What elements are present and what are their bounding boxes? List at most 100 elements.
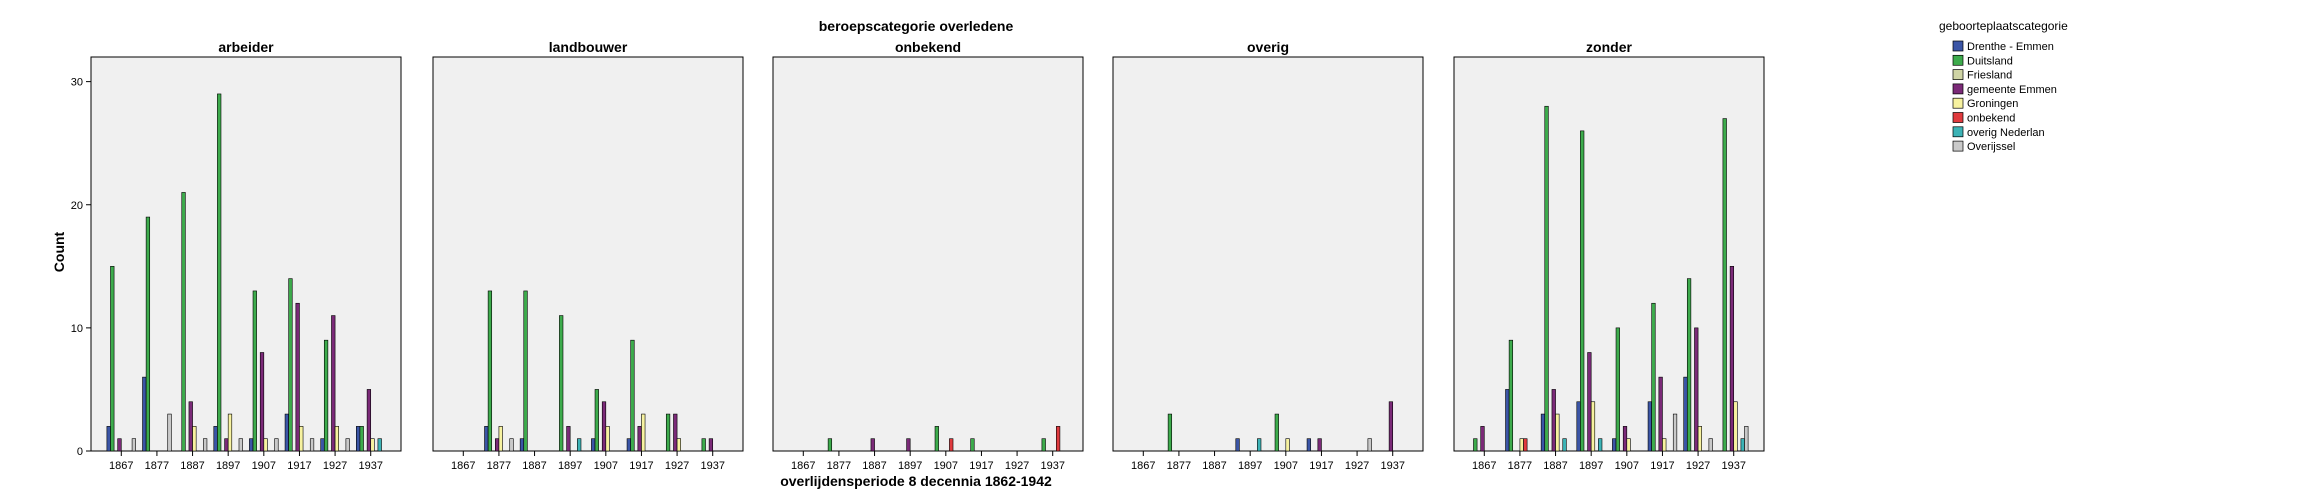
- legend-label: Friesland: [1967, 70, 2012, 82]
- bar-landbouwer-1917-Groningen: [641, 413, 646, 452]
- bar-zonder-1897-overig-Nederlan: [1598, 438, 1603, 452]
- bar-arbeider-1937-Groningen: [370, 438, 375, 452]
- bar-landbouwer-1917-gemeente-Emmen: [637, 426, 642, 452]
- x-tick-label: 1877: [1508, 460, 1532, 472]
- x-tick-label: 1907: [934, 460, 958, 472]
- legend-item: gemeente Emmen: [1952, 83, 2057, 96]
- bar-onbekend-1887-gemeente-Emmen: [870, 438, 875, 452]
- bar-arbeider-1907-gemeente-Emmen: [259, 352, 265, 452]
- legend-label: overig Nederlan: [1967, 127, 2045, 139]
- legend-item: Duitsland: [1952, 54, 2013, 67]
- bar-landbouwer-1907-gemeente-Emmen: [601, 401, 607, 452]
- panel-arbeider: arbeider 1867 1877 1887 1897 1907 1917 1927 1937…: [71, 39, 402, 472]
- bar-landbouwer-1877-gemeente-Emmen: [495, 438, 500, 452]
- bar-onbekend-1877-Duitsland: [827, 438, 833, 452]
- x-tick-label: 1897: [558, 460, 582, 472]
- bar-zonder-1937-Duitsland: [1722, 118, 1727, 452]
- bar-landbouwer-1917-Drenthe---Emmen: [626, 438, 631, 452]
- panel-onbekend: onbekend 1867 1877 1887 1897 1907 1917 1927 1937: [772, 39, 1084, 472]
- bar-arbeider-1927-Drenthe---Emmen: [320, 438, 325, 452]
- x-tick-label: 1927: [1005, 460, 1029, 472]
- legend-items: Drenthe - Emmen Duitsland Friesland gemeent…: [1952, 40, 2057, 153]
- x-tick-label: 1877: [1167, 460, 1191, 472]
- bar-arbeider-1927-Overijssel: [345, 438, 350, 452]
- x-tick-label: 1887: [1543, 460, 1567, 472]
- panel-title: arbeider: [218, 39, 274, 55]
- x-tick-label: 1907: [1615, 460, 1639, 472]
- bar-zonder-1867-gemeente-Emmen: [1480, 426, 1485, 452]
- legend-item: onbekend: [1952, 112, 2015, 125]
- panel-title: onbekend: [895, 39, 961, 55]
- bar-zonder-1907-Duitsland: [1615, 327, 1620, 452]
- bar-zonder-1917-Groningen: [1662, 438, 1667, 452]
- bar-overig-1917-Drenthe---Emmen: [1306, 438, 1311, 452]
- legend: geboorteplaatscategorie Drenthe - EmmenD…: [1939, 19, 2068, 153]
- bar-overig-1907-Groningen: [1285, 438, 1290, 452]
- x-tick-label: 1917: [1309, 460, 1333, 472]
- bar-zonder-1937-overig-Nederlan: [1740, 438, 1745, 452]
- x-tick-label: 1877: [145, 460, 169, 472]
- x-tick-label: 1887: [862, 460, 886, 472]
- x-tick-label: 1877: [827, 460, 851, 472]
- bar-landbouwer-1917-Duitsland: [630, 339, 635, 452]
- panels: arbeider 1867 1877 1887 1897 1907 1917 1927 1937…: [71, 39, 1765, 472]
- x-tick-label: 1937: [700, 460, 724, 472]
- bar-arbeider-1867-Drenthe---Emmen: [106, 426, 111, 452]
- x-tick-label: 1887: [1202, 460, 1226, 472]
- bar-zonder-1897-Drenthe---Emmen: [1576, 401, 1581, 452]
- bar-zonder-1877-Duitsland: [1508, 339, 1514, 452]
- legend-item: Groningen: [1952, 97, 2018, 110]
- bar-overig-1877-Duitsland: [1167, 413, 1173, 452]
- bar-landbouwer-1927-gemeente-Emmen: [673, 413, 678, 452]
- panel-title: overig: [1247, 39, 1289, 55]
- bar-onbekend-1897-gemeente-Emmen: [906, 438, 911, 452]
- bar-onbekend-1937-onbekend: [1056, 426, 1061, 452]
- bar-onbekend-1907-Duitsland: [934, 426, 939, 452]
- bar-arbeider-1887-Groningen: [192, 426, 197, 452]
- legend-item: overig Nederlan: [1952, 126, 2045, 139]
- x-tick-label: 1887: [522, 460, 546, 472]
- x-tick-label: 1927: [1686, 460, 1710, 472]
- plot-area: [1112, 56, 1424, 452]
- plot-area: [772, 56, 1084, 452]
- bar-arbeider-1937-Drenthe---Emmen: [356, 426, 361, 452]
- bar-landbouwer-1897-gemeente-Emmen: [566, 426, 571, 452]
- bar-arbeider-1937-Duitsland: [359, 426, 364, 452]
- bar-arbeider-1927-Groningen: [334, 426, 339, 452]
- x-tick-label: 1907: [594, 460, 618, 472]
- bar-zonder-1887-Duitsland: [1544, 105, 1549, 452]
- bar-arbeider-1917-Groningen: [299, 426, 304, 452]
- x-tick-label: 1897: [1238, 460, 1262, 472]
- y-tick-label: 20: [71, 200, 83, 212]
- bar-overig-1907-Duitsland: [1274, 413, 1279, 452]
- x-tick-label: 1877: [487, 460, 511, 472]
- bar-zonder-1887-Drenthe---Emmen: [1540, 413, 1546, 452]
- bar-arbeider-1877-Drenthe---Emmen: [142, 376, 147, 452]
- legend-swatch: [1952, 54, 1964, 66]
- x-tick-label: 1917: [287, 460, 311, 472]
- bar-arbeider-1897-Overijssel: [238, 438, 243, 452]
- bar-zonder-1877-onbekend: [1523, 438, 1528, 452]
- panel-title: zonder: [1586, 39, 1632, 55]
- legend-label: Drenthe - Emmen: [1967, 41, 2054, 53]
- bar-arbeider-1897-Groningen: [227, 413, 233, 452]
- bar-zonder-1917-Overijssel: [1672, 413, 1678, 452]
- x-tick-label: 1867: [1131, 460, 1155, 472]
- x-tick-label: 1897: [216, 460, 240, 472]
- legend-swatch: [1952, 126, 1964, 138]
- bar-zonder-1917-Drenthe---Emmen: [1647, 401, 1652, 452]
- x-tick-label: 1927: [323, 460, 347, 472]
- legend-label: Groningen: [1967, 98, 2018, 110]
- bar-landbouwer-1927-Groningen: [676, 438, 681, 452]
- x-tick-label: 1867: [451, 460, 475, 472]
- bar-zonder-1927-gemeente-Emmen: [1694, 327, 1699, 452]
- x-tick-label: 1867: [109, 460, 133, 472]
- bar-zonder-1877-Groningen: [1519, 438, 1524, 452]
- bar-arbeider-1907-Overijssel: [274, 438, 279, 452]
- bar-onbekend-1907-onbekend: [949, 438, 954, 452]
- bar-landbouwer-1877-Groningen: [498, 426, 503, 452]
- bar-arbeider-1887-Duitsland: [181, 192, 186, 452]
- bar-onbekend-1917-Duitsland: [970, 438, 975, 452]
- bar-zonder-1927-Groningen: [1697, 426, 1702, 452]
- bar-landbouwer-1907-Groningen: [605, 426, 610, 452]
